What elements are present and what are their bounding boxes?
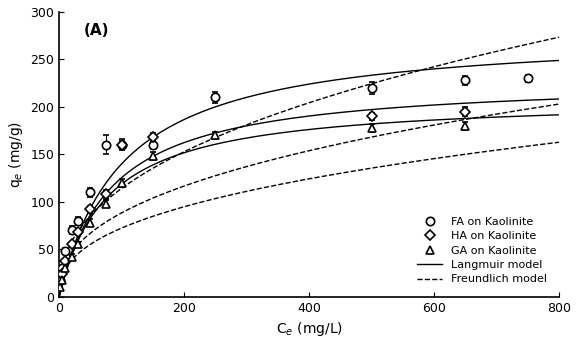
Y-axis label: q$_{e}$ (mg/g): q$_{e}$ (mg/g): [7, 121, 25, 188]
Text: (A): (A): [84, 23, 110, 38]
Legend: FA on Kaolinite, HA on Kaolinite, GA on Kaolinite, Langmuir model, Freundlich mo: FA on Kaolinite, HA on Kaolinite, GA on …: [411, 210, 554, 291]
X-axis label: C$_{e}$ (mg/L): C$_{e}$ (mg/L): [276, 320, 343, 338]
